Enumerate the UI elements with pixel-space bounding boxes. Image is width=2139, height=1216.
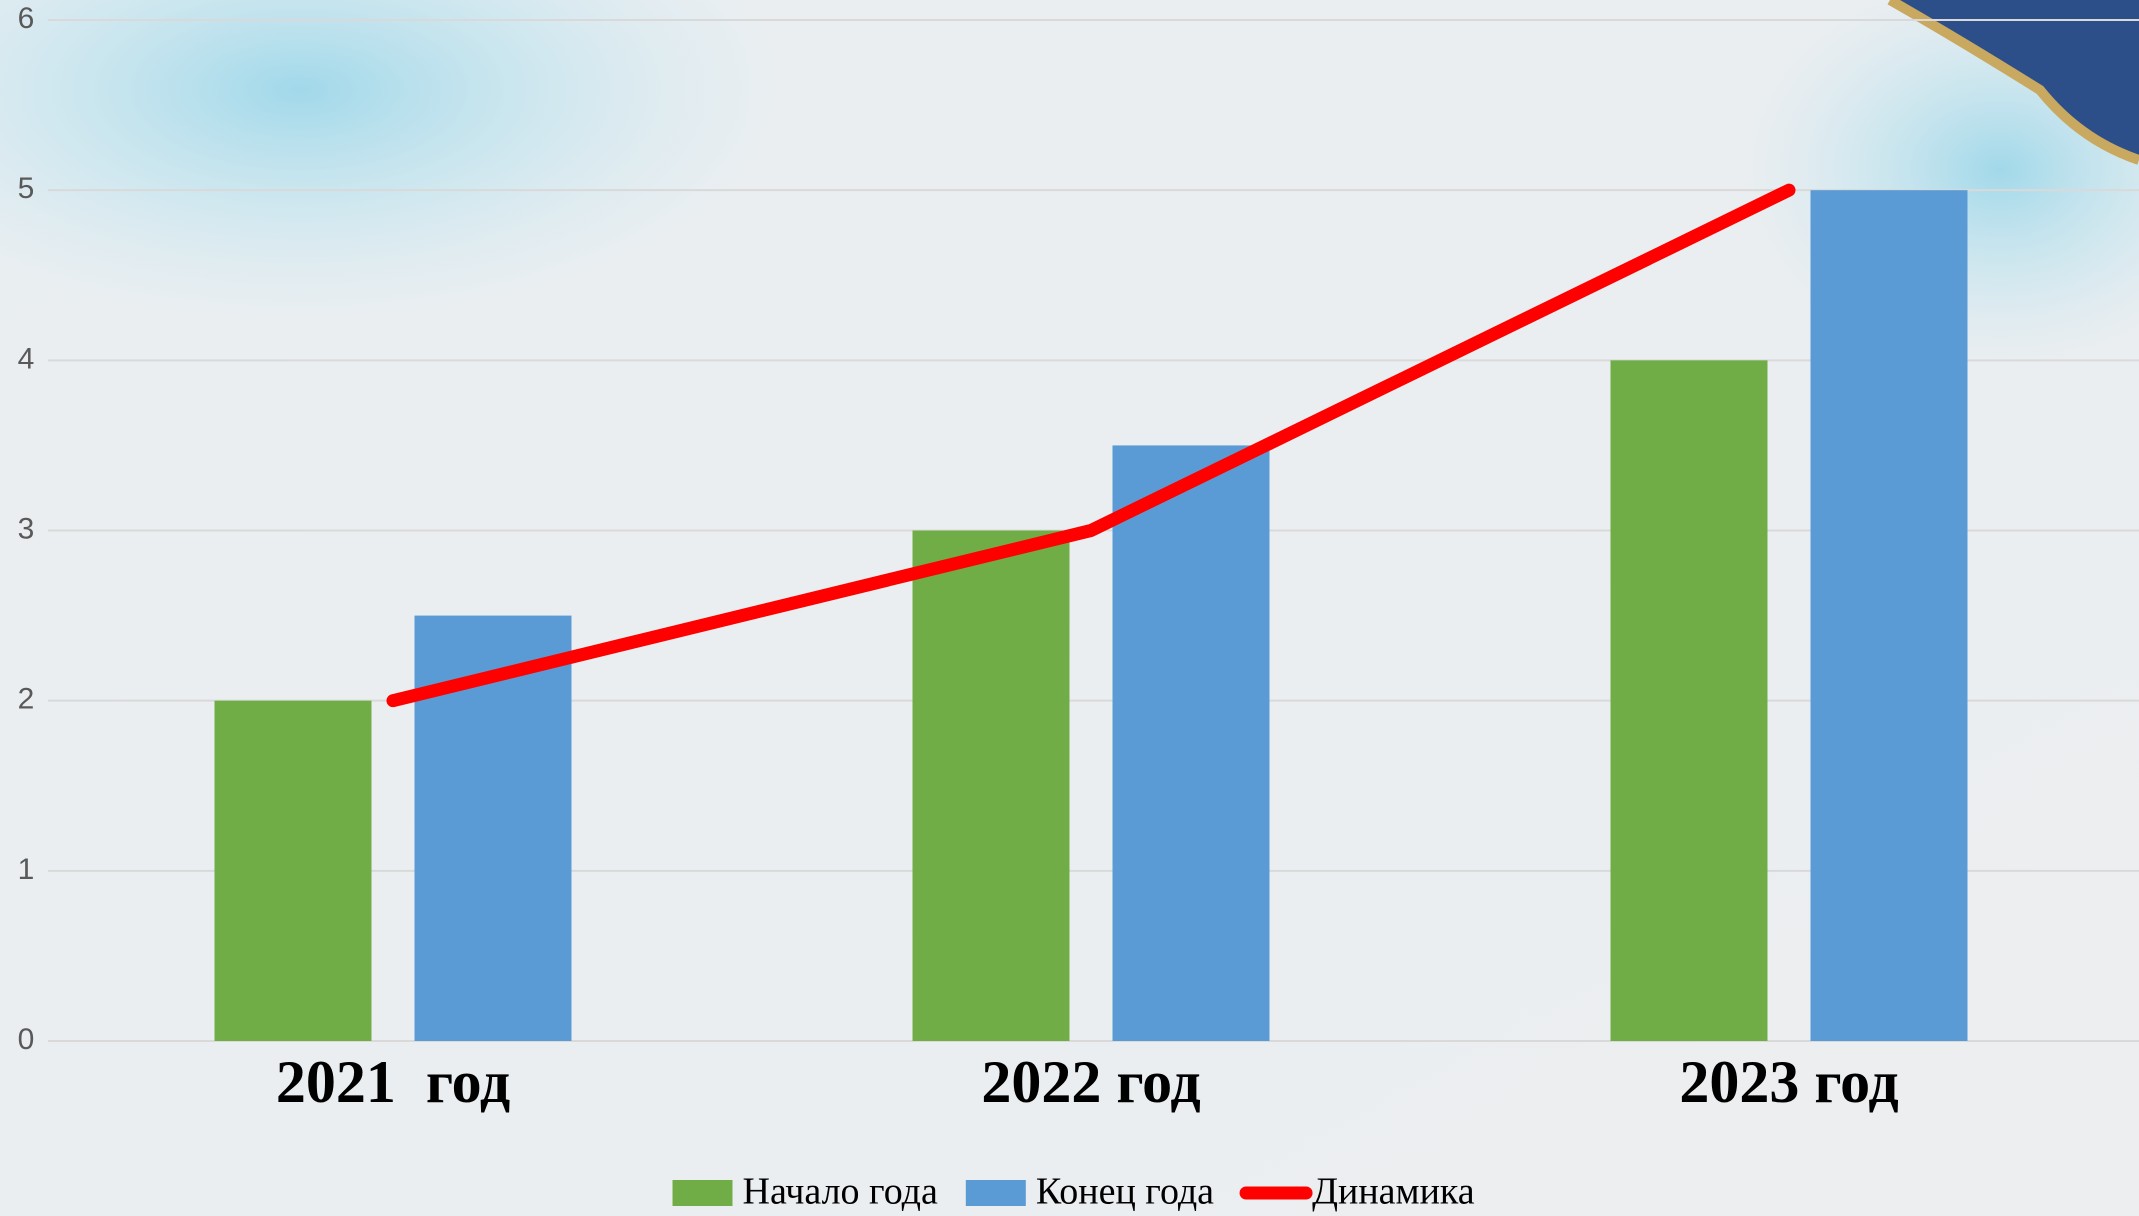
chart: 0 1 2 3 4 5 6 2021 год 2022 год 2023 год Начало го… — [0, 0, 2139, 1216]
y-tick-label: 4 — [18, 342, 35, 375]
x-tick-label: 2022 год — [981, 1049, 1200, 1115]
y-tick-label: 6 — [18, 2, 35, 35]
y-tick-label: 5 — [18, 172, 35, 205]
bar — [913, 531, 1070, 1042]
legend-label: Динамика — [1312, 1171, 1475, 1213]
bar — [1611, 360, 1768, 1041]
y-tick-label: 1 — [18, 853, 35, 886]
legend-swatch — [673, 1180, 733, 1206]
bar — [1811, 190, 1968, 1041]
y-tick-label: 3 — [18, 512, 35, 545]
legend-label: Начало года — [743, 1171, 938, 1213]
bar — [1113, 445, 1270, 1041]
y-tick-label: 0 — [18, 1023, 35, 1056]
bar — [215, 701, 372, 1041]
legend-label: Конец года — [1036, 1171, 1214, 1213]
legend-swatch — [966, 1180, 1026, 1206]
y-tick-label: 2 — [18, 683, 35, 716]
x-tick-label: 2021 год — [276, 1049, 510, 1115]
x-tick-label: 2023 год — [1679, 1049, 1898, 1115]
